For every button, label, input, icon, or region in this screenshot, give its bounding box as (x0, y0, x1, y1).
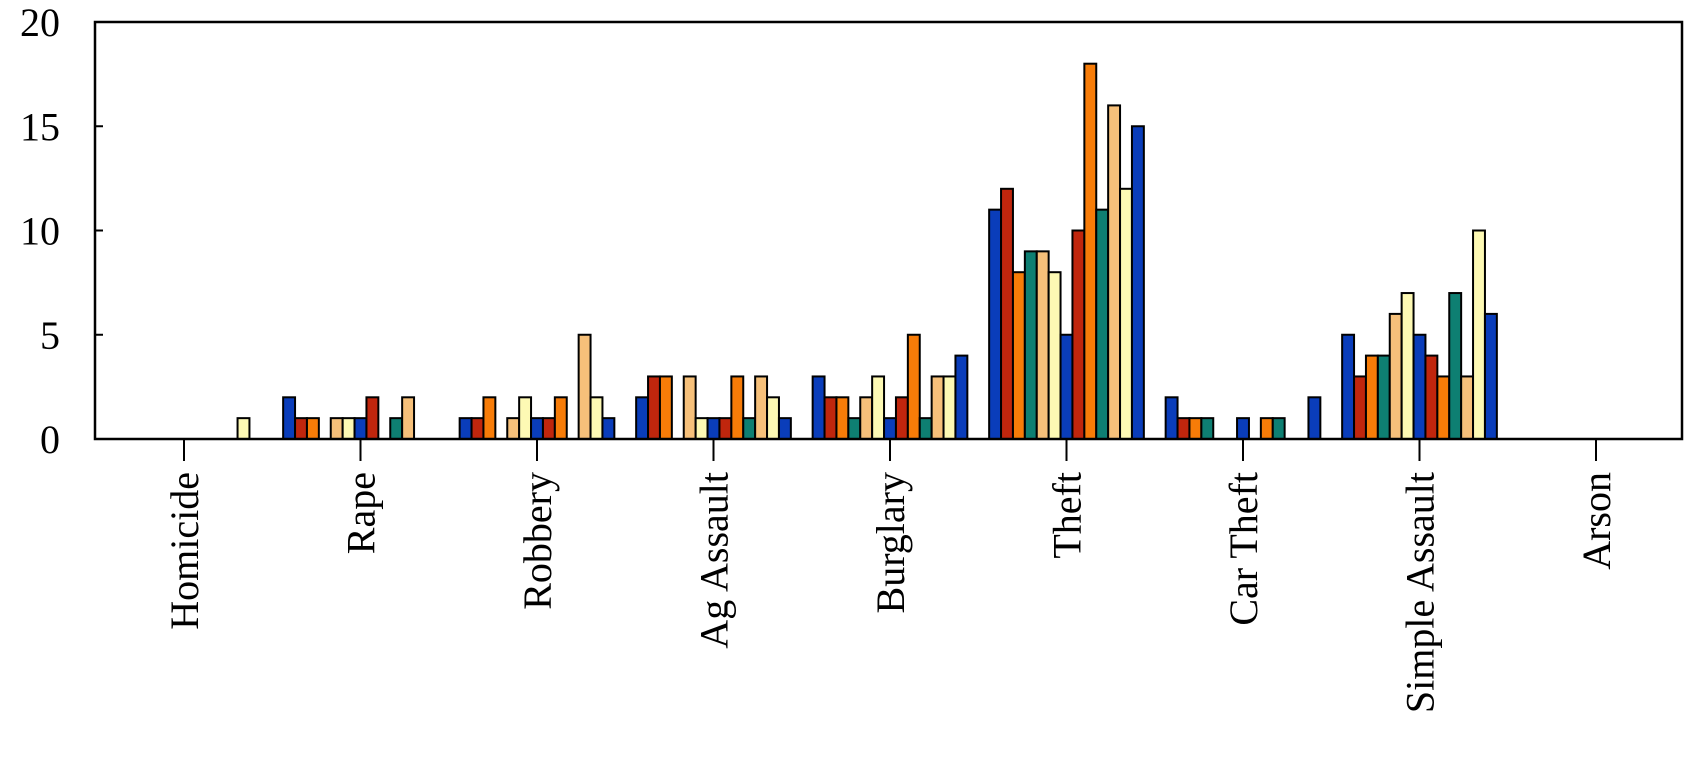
bar-simple-assault-s1 (1341, 333, 1356, 440)
bar-robbery-s6 (518, 396, 533, 440)
bar-rape-s7 (353, 417, 368, 440)
bar-burglary-s9 (906, 333, 921, 440)
bar-ag-assault-s10 (742, 417, 757, 440)
bar-burglary-s3 (835, 396, 850, 440)
bar-burglary-s12 (942, 375, 957, 441)
bar-burglary-s1 (811, 375, 826, 441)
bar-ag-assault-s7 (706, 417, 721, 440)
bar-simple-assault-s3 (1364, 354, 1379, 441)
bar-robbery-s8 (541, 417, 556, 440)
bar-theft-s4 (1023, 250, 1038, 440)
bar-simple-assault-s5 (1388, 312, 1403, 440)
x-category-label: Rape (339, 472, 384, 554)
bar-robbery-s11 (577, 333, 592, 440)
bar-theft-s2 (1000, 187, 1014, 440)
bar-burglary-s13 (954, 354, 969, 441)
bar-ag-assault-s1 (635, 396, 650, 440)
bar-burglary-s8 (894, 396, 909, 440)
bar-simple-assault-s9 (1436, 375, 1451, 441)
x-category-label: Car Theft (1221, 472, 1266, 626)
bar-theft-s6 (1047, 271, 1062, 441)
bar-rape-s11 (401, 396, 416, 440)
bar-robbery-s2 (470, 417, 485, 440)
bar-simple-assault-s10 (1448, 292, 1463, 440)
bar-rape-s3 (305, 417, 320, 440)
bar-burglary-s7 (883, 417, 897, 440)
x-category-label: Theft (1045, 472, 1090, 559)
bar-ag-assault-s6 (694, 417, 709, 440)
bar-simple-assault-s11 (1460, 375, 1475, 441)
bar-robbery-s3 (482, 396, 497, 440)
bar-burglary-s11 (930, 375, 945, 441)
bar-rape-s1 (282, 396, 297, 440)
bar-theft-s3 (1011, 271, 1026, 441)
bar-burglary-s2 (823, 396, 838, 440)
bar-homicide-s12 (236, 417, 251, 440)
x-category-label: Simple Assault (1398, 472, 1443, 713)
bar-car-theft-s2 (1176, 417, 1191, 440)
bar-car-theft-s7 (1236, 417, 1250, 440)
bar-car-theft-s4 (1200, 417, 1215, 440)
bar-robbery-s12 (589, 396, 604, 440)
bar-robbery-s1 (458, 417, 473, 440)
bar-car-theft-s1 (1164, 396, 1179, 440)
bar-simple-assault-s6 (1400, 292, 1415, 440)
bar-car-theft-s3 (1188, 417, 1203, 440)
bar-theft-s13 (1130, 125, 1145, 440)
bar-burglary-s10 (918, 417, 933, 440)
bar-burglary-s4 (847, 417, 862, 440)
bar-ag-assault-s5 (682, 375, 697, 441)
bar-car-theft-s9 (1259, 417, 1274, 440)
bar-simple-assault-s4 (1376, 354, 1391, 441)
bar-ag-assault-s11 (754, 375, 769, 441)
bar-robbery-s9 (553, 396, 568, 440)
bar-rape-s2 (294, 417, 308, 440)
bar-ag-assault-s2 (647, 375, 661, 441)
bar-ag-assault-s13 (777, 417, 792, 440)
bar-theft-s5 (1035, 250, 1050, 440)
bar-car-theft-s10 (1271, 417, 1286, 440)
bar-robbery-s5 (506, 417, 521, 440)
y-tick-label: 10 (20, 209, 60, 254)
bar-ag-assault-s12 (766, 396, 780, 440)
bar-theft-s1 (988, 208, 1003, 440)
x-category-label: Burglary (868, 472, 913, 613)
bar-theft-s12 (1119, 187, 1133, 440)
bar-rape-s6 (341, 417, 356, 440)
bar-rape-s8 (365, 396, 380, 440)
bar-burglary-s5 (859, 396, 874, 440)
labels-layer: 0 5 10 15 20 Homicide Rape Robbery Ag Assault Bur… (20, 0, 1619, 713)
x-category-label: Homicide (162, 472, 207, 630)
bar-ag-assault-s9 (730, 375, 745, 441)
axes-layer (93, 20, 1684, 461)
y-tick-label: 5 (40, 313, 60, 358)
bars-layer (236, 62, 1498, 441)
x-category-label: Ag Assault (692, 472, 737, 649)
x-category-label: Robbery (515, 472, 560, 610)
bar-robbery-s13 (601, 417, 616, 440)
y-tick-label: 20 (20, 0, 60, 45)
bar-burglary-s6 (871, 375, 886, 441)
bar-ag-assault-s8 (718, 417, 733, 440)
bar-simple-assault-s2 (1353, 375, 1367, 441)
bar-theft-s10 (1095, 208, 1110, 440)
bar-car-theft-s13 (1307, 396, 1322, 440)
bar-simple-assault-s8 (1424, 354, 1439, 441)
bar-rape-s5 (329, 417, 344, 440)
bar-rape-s10 (389, 417, 404, 440)
bar-theft-s9 (1083, 62, 1098, 440)
x-category-label: Arson (1574, 472, 1619, 570)
bar-theft-s8 (1071, 229, 1086, 440)
bar-ag-assault-s3 (658, 375, 673, 441)
bar-simple-assault-s7 (1412, 333, 1427, 440)
bar-simple-assault-s12 (1472, 229, 1486, 440)
bar-simple-assault-s13 (1483, 312, 1498, 440)
bar-theft-s7 (1059, 333, 1074, 440)
y-tick-label: 0 (40, 417, 60, 462)
bar-robbery-s7 (530, 417, 544, 440)
bar-theft-s11 (1107, 104, 1122, 441)
y-tick-label: 15 (20, 104, 60, 149)
